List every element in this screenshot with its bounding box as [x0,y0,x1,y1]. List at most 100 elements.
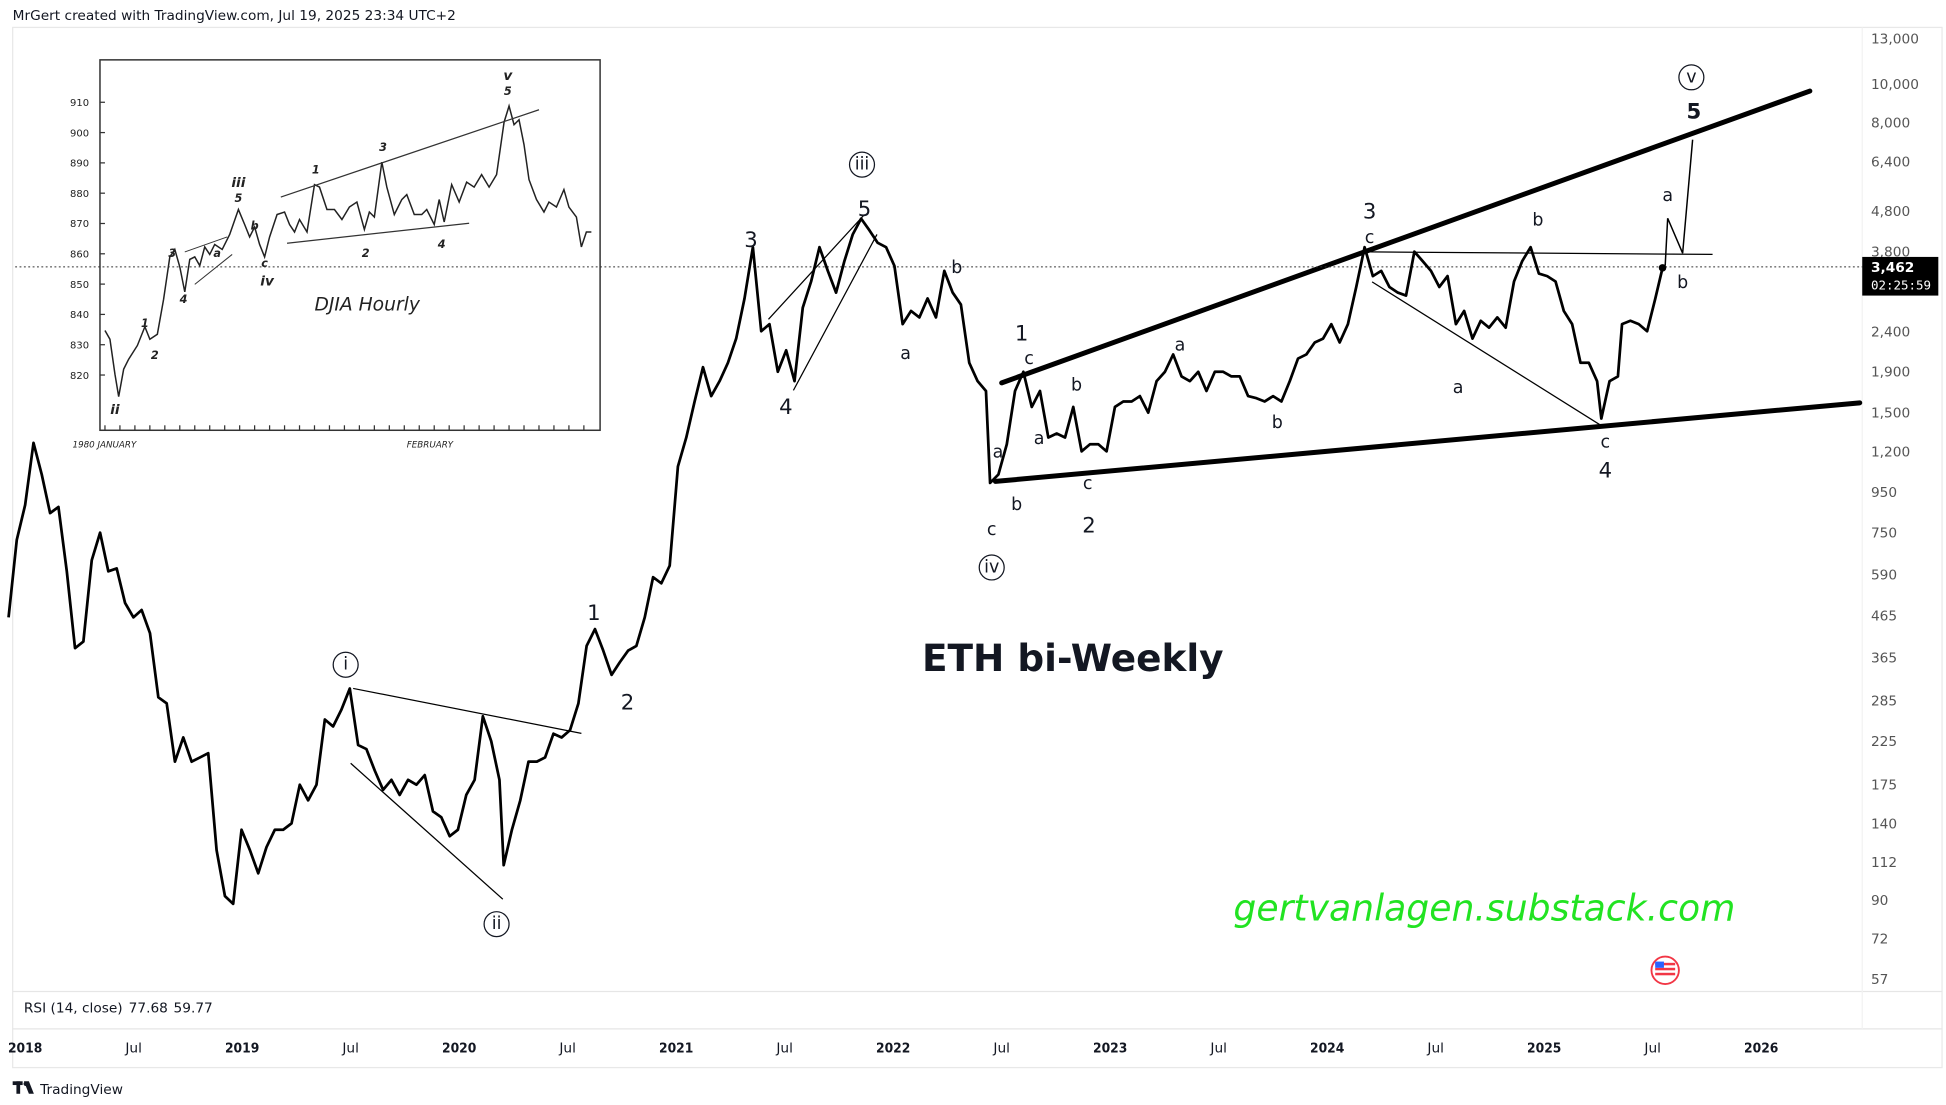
inset-wave-label: iii [231,175,245,191]
wave-label: c [1601,433,1611,453]
projection-path [1664,139,1694,266]
time-tick-label: 2025 [1527,1041,1561,1057]
time-tick-label: Jul [1643,1041,1661,1057]
wave-label: b [1011,495,1022,515]
wave-label: a [1453,378,1464,398]
time-tick-label: Jul [1426,1041,1444,1057]
djia-inset: 910 900 890 880 870 860 850 840 830 820 DJIA Hour… [70,59,601,451]
inset-title: DJIA Hourly [314,295,420,316]
time-axis[interactable]: 2018 Jul 2019 Jul 2020 Jul 2021 Jul 2022 Jul 2023 J… [8,1041,1778,1057]
rsi-ma-value: 59.77 [174,1001,213,1017]
inset-wave-label: 1 [312,163,320,176]
inset-wave-label: 5 [235,192,243,205]
inset-wave-label: 2 [362,247,370,260]
diagonal-support-line [1371,281,1604,428]
time-tick-label: Jul [1209,1041,1227,1057]
rsi-legend[interactable]: RSI (14, close) 77.68 59.77 [24,1001,213,1017]
time-tick-label: 2020 [442,1041,476,1057]
time-tick-label: 2022 [876,1041,910,1057]
inset-y-tick: 850 [70,280,89,291]
price-tick-label: 465 [1871,608,1897,624]
price-tick-label: 10,000 [1871,77,1919,93]
wave-label: 2 [621,690,634,715]
inset-y-tick: 860 [70,250,89,261]
wave-label: b [1677,273,1688,293]
price-tick-label: 225 [1871,734,1897,750]
wave-label: 4 [779,394,792,419]
wave-label: v [1686,67,1696,87]
triangle-lower-line [350,762,504,900]
attribution-text: MrGert created with TradingView.com, Jul… [13,8,456,24]
inset-y-tick: 910 [70,98,89,109]
inset-wave-label: 4 [437,238,446,251]
triangle-upper-line [353,687,582,734]
inset-y-tick: 870 [70,219,89,230]
wave-circle [332,651,359,678]
upper-wedge-line [999,88,1813,386]
wave-label: b [1532,211,1543,231]
wave-circle [848,151,876,178]
wave-label: iv [984,557,999,577]
time-tick-label: 2019 [225,1041,259,1057]
last-price-dot [1658,264,1667,272]
time-tick-label: Jul [775,1041,793,1057]
time-tick-label: 2023 [1093,1041,1127,1057]
price-tick-label: 6,400 [1871,154,1910,170]
wave-label: i [343,655,348,675]
us-flag-icon[interactable] [1650,955,1680,985]
wave-label: c [1083,474,1093,494]
price-tick-label: 1,500 [1871,406,1910,422]
price-tick-label: 950 [1871,485,1897,501]
wave-label: a [900,344,911,364]
price-tick-label: 4,800 [1871,204,1910,220]
substack-url[interactable]: gertvanlagen.substack.com [1233,886,1735,929]
wave-circle [978,554,1005,581]
price-tick-label: 72 [1871,932,1888,948]
channel-lower-line [792,234,878,391]
price-tick-label: 8,000 [1871,116,1910,132]
rsi-label: RSI (14, close) [24,1001,123,1017]
chart-frame [12,26,1943,1069]
inset-wave-label: 3 [168,247,176,260]
price-tick-label: 57 [1871,972,1888,988]
price-tick-label: 590 [1871,567,1897,583]
rsi-value: 77.68 [129,1001,168,1017]
inset-wave-label: 2 [151,349,159,362]
price-tick-label: 112 [1871,855,1897,871]
wave-label: 3 [1363,198,1376,223]
time-tick-label: 2026 [1744,1041,1778,1057]
price-tick-label: 365 [1871,650,1897,666]
wave-label: 2 [1082,513,1095,538]
price-tick-label: 90 [1871,893,1888,909]
time-tick-label: 2024 [1310,1041,1345,1057]
price-tick-label: 13,000 [1871,32,1919,48]
wave-circle [483,911,510,938]
inset-wave-label: ii [110,402,120,418]
price-tick-label: 140 [1871,816,1897,832]
last-price-value: 3,462 [1871,260,1914,276]
wave-label: 3 [744,227,757,252]
inset-wave-label: c [261,257,268,270]
inset-y-tick: 880 [70,189,89,200]
wave-label: b [951,258,962,278]
inset-wave-label: 3 [379,141,387,154]
inset-wave-label: b [251,219,259,232]
time-tick-label: Jul [341,1041,359,1057]
wave-label: c [987,520,997,540]
inset-wave-label: 1 [141,317,149,330]
wave-label: ii [492,914,502,934]
inset-wave-label: 5 [504,85,512,98]
wave-label: 1 [587,600,600,625]
chart-title: ETH bi-Weekly [922,636,1224,680]
price-badge: 3,462 02:25:59 [1862,256,1939,296]
wave-label: 4 [1599,458,1612,483]
tradingview-logo[interactable]: TradingView [12,1081,123,1098]
price-axis[interactable]: 13,000 10,000 8,000 6,400 4,800 3,800 2,400 1,9… [1871,32,1919,988]
inset-y-tick: 890 [70,159,89,170]
price-tick-label: 3,800 [1871,245,1910,261]
inset-wave-label: v [503,68,513,84]
price-tick-label: 750 [1871,526,1897,542]
bar-countdown: 02:25:59 [1871,277,1931,292]
